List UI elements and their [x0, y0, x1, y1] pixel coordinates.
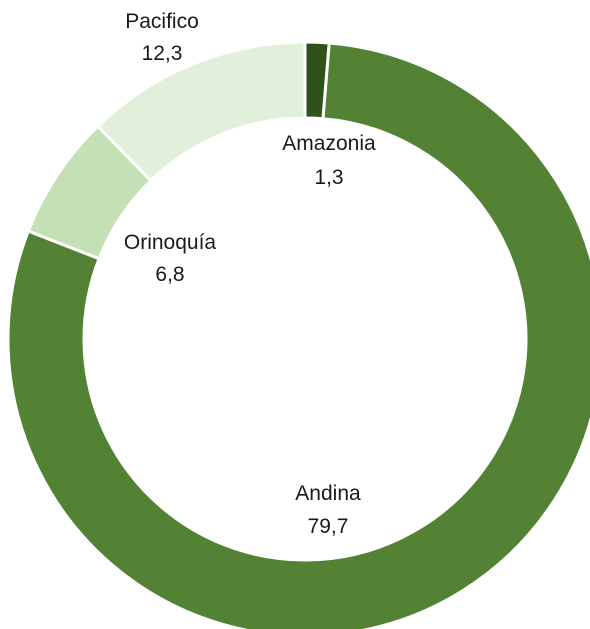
label-andina: Andina 79,7 [295, 482, 361, 538]
value-label-andina: 79,7 [308, 515, 349, 538]
value-label-amazonia: 1,3 [314, 166, 343, 189]
category-label-amazonia: Amazonia [282, 132, 376, 155]
value-label-pacifico: 12,3 [142, 42, 183, 65]
slice-pacifico [95, 40, 307, 183]
value-label-orinoquia: 6,8 [155, 263, 184, 286]
label-pacifico: Pacifico 12,3 [125, 10, 199, 65]
category-label-orinoquia: Orinoquía [124, 231, 217, 254]
category-label-andina: Andina [295, 482, 361, 505]
slice-andina [6, 41, 590, 629]
category-label-pacifico: Pacifico [125, 10, 199, 33]
label-orinoquia: Orinoquía 6,8 [124, 231, 217, 286]
label-amazonia: Amazonia 1,3 [282, 132, 376, 189]
donut-slices [6, 40, 590, 629]
